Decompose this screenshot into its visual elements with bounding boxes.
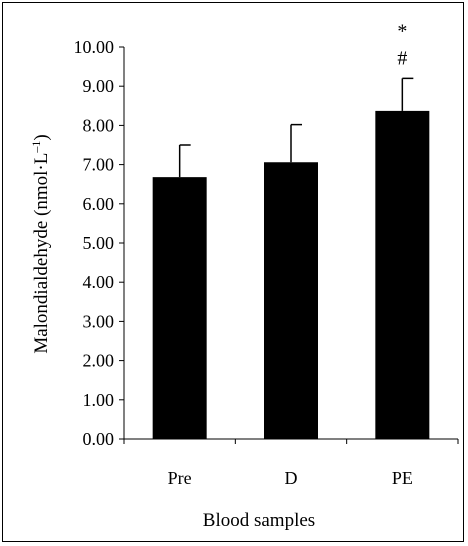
y-tick-label: 4.00 xyxy=(83,272,115,292)
bar-pre xyxy=(152,177,207,440)
y-tick-label: 7.00 xyxy=(83,155,115,175)
y-tick-label: 5.00 xyxy=(83,233,115,253)
y-axis-title-superscript: –1 xyxy=(29,141,43,154)
y-tick-label: 9.00 xyxy=(83,76,115,96)
asterisk-marker: * xyxy=(397,20,407,42)
y-axis: 0.00 1.00 2.00 3.00 4.00 5.00 6.00 7.00 8.00 9.00… xyxy=(74,37,125,449)
y-tick-label: 0.00 xyxy=(83,429,115,449)
y-tick-label: 2.00 xyxy=(83,351,115,371)
y-axis-title-main: Malondialdehyde (nmol·L xyxy=(31,153,52,354)
y-axis-title-close: ) xyxy=(31,134,52,140)
y-axis-title: Malondialdehyde (nmol·L–1) xyxy=(29,134,52,353)
y-tick-label: 6.00 xyxy=(83,194,115,214)
x-tick-label: PE xyxy=(392,468,413,488)
x-axis: Pre D PE xyxy=(123,438,459,488)
labels: #* xyxy=(397,20,407,69)
bar-pe xyxy=(375,110,430,440)
y-tick-label: 1.00 xyxy=(83,390,115,410)
x-tick-label: D xyxy=(285,468,298,488)
x-axis-title: Blood samples xyxy=(203,510,315,531)
y-tick-label: 8.00 xyxy=(83,115,115,135)
y-tick-label: 3.00 xyxy=(83,311,115,331)
bar-d xyxy=(264,162,318,440)
x-tick-label: Pre xyxy=(168,468,192,488)
bars xyxy=(152,77,430,440)
y-tick-label: 10.00 xyxy=(74,37,115,57)
hash-marker: # xyxy=(397,47,407,69)
